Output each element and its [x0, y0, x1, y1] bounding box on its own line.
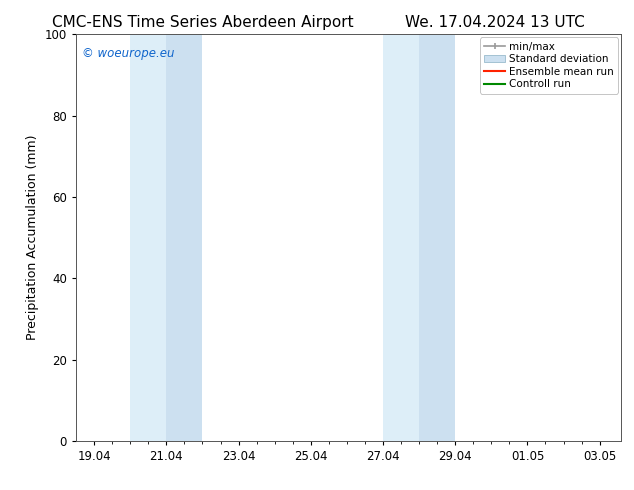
- Bar: [166, 34, 202, 441]
- Bar: [130, 34, 166, 441]
- Text: CMC-ENS Time Series Aberdeen Airport: CMC-ENS Time Series Aberdeen Airport: [52, 15, 354, 30]
- Bar: [419, 34, 455, 441]
- Bar: [383, 34, 419, 441]
- Text: © woeurope.eu: © woeurope.eu: [82, 47, 174, 59]
- Y-axis label: Precipitation Accumulation (mm): Precipitation Accumulation (mm): [26, 135, 39, 341]
- Legend: min/max, Standard deviation, Ensemble mean run, Controll run: min/max, Standard deviation, Ensemble me…: [480, 37, 618, 94]
- Text: We. 17.04.2024 13 UTC: We. 17.04.2024 13 UTC: [404, 15, 585, 30]
